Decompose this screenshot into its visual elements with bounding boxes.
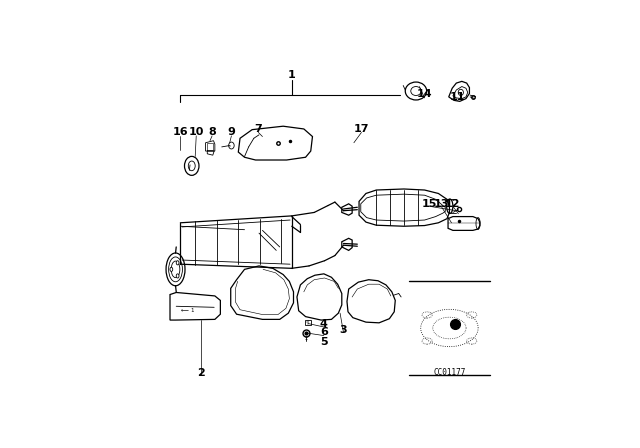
- Bar: [305, 320, 311, 325]
- Text: 2: 2: [197, 368, 205, 378]
- Text: 13: 13: [433, 199, 449, 209]
- Text: CC01177: CC01177: [433, 368, 466, 377]
- Text: 5: 5: [320, 337, 328, 347]
- Text: 8: 8: [208, 127, 216, 138]
- Text: 1: 1: [288, 70, 296, 80]
- Text: 16: 16: [173, 127, 188, 138]
- Text: 3: 3: [340, 325, 348, 335]
- Text: 15: 15: [421, 199, 436, 209]
- Text: 12: 12: [445, 199, 461, 209]
- Text: 6: 6: [320, 327, 328, 337]
- Text: 10: 10: [189, 127, 204, 138]
- Text: 9: 9: [227, 127, 236, 138]
- Text: 4: 4: [320, 319, 328, 328]
- Ellipse shape: [170, 267, 173, 271]
- Text: 17: 17: [354, 124, 369, 134]
- Ellipse shape: [176, 274, 179, 278]
- Text: $\longleftarrow$ 1: $\longleftarrow$ 1: [179, 306, 196, 314]
- Ellipse shape: [176, 261, 179, 265]
- Text: 14: 14: [417, 90, 433, 99]
- Text: 11: 11: [450, 92, 465, 102]
- Text: 7: 7: [255, 124, 262, 134]
